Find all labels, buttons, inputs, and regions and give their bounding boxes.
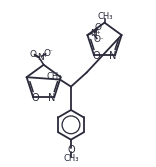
Text: ⁻: ⁻ (99, 38, 103, 44)
Text: CH₃: CH₃ (46, 72, 62, 81)
Text: N: N (90, 29, 97, 38)
Text: N: N (37, 53, 44, 62)
Text: N: N (109, 51, 116, 61)
Text: O: O (93, 51, 100, 61)
Text: O: O (29, 50, 36, 59)
Text: CH₃: CH₃ (63, 154, 79, 163)
Text: N: N (48, 93, 56, 103)
Text: +: + (42, 53, 47, 58)
Text: O: O (67, 145, 75, 155)
Text: O: O (94, 35, 101, 44)
Text: CH₃: CH₃ (97, 12, 113, 21)
Text: O: O (43, 49, 50, 58)
Text: O: O (94, 23, 101, 32)
Text: ⁻: ⁻ (49, 49, 52, 55)
Text: O: O (32, 93, 39, 103)
Text: +: + (95, 30, 100, 35)
